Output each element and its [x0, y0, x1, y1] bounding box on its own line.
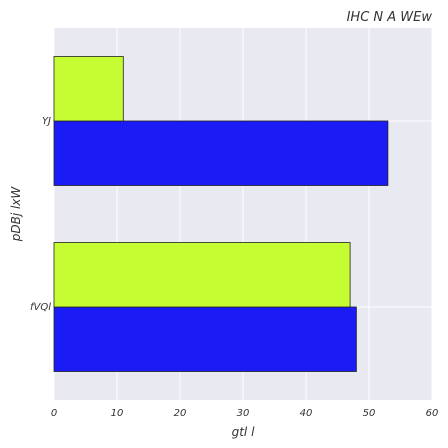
x-tick-label: 60 [426, 408, 439, 419]
x-tick-label: 40 [300, 408, 313, 419]
x-tick-label: 20 [174, 408, 187, 419]
bar-series-0-fVQl [53, 306, 357, 372]
bar-series-1-YJ [53, 56, 124, 122]
y-tick-labels: fVQl YJ [30, 116, 51, 313]
bars [53, 56, 389, 372]
x-tick-label: 50 [363, 408, 376, 419]
x-tick-label: 0 [51, 408, 57, 419]
bar-series-0-YJ [53, 120, 389, 186]
chart-title: IHC N A WEw [347, 10, 433, 25]
x-tick-labels: 0 10 20 30 40 50 60 [51, 408, 439, 419]
x-tick-label: 10 [111, 408, 124, 419]
y-tick-label: fVQl [30, 302, 51, 313]
x-tick-label: 30 [237, 408, 250, 419]
y-tick-label: YJ [42, 116, 51, 127]
bar-series-1-fVQl [53, 242, 351, 308]
x-axis-label: gtl l [232, 425, 255, 439]
y-axis-label: pDBj lxW [9, 186, 23, 243]
